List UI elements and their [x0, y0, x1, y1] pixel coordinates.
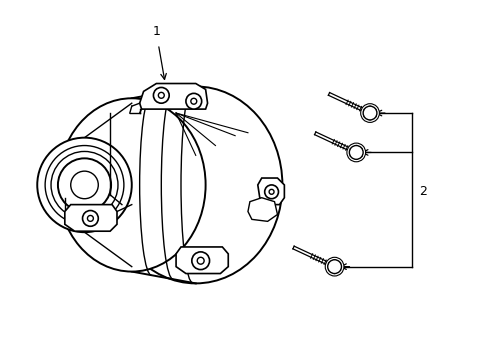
Polygon shape — [349, 145, 362, 159]
Circle shape — [325, 257, 343, 276]
Text: 2: 2 — [418, 185, 426, 198]
Circle shape — [197, 257, 203, 264]
Polygon shape — [176, 247, 228, 274]
Circle shape — [153, 87, 169, 103]
Circle shape — [37, 138, 131, 232]
Circle shape — [191, 252, 209, 270]
Circle shape — [58, 158, 111, 212]
Polygon shape — [140, 84, 207, 109]
Circle shape — [82, 211, 98, 226]
Circle shape — [51, 152, 118, 219]
Circle shape — [363, 106, 376, 120]
Text: 1: 1 — [152, 25, 160, 38]
Circle shape — [360, 104, 379, 122]
Polygon shape — [328, 260, 340, 274]
Polygon shape — [257, 178, 284, 204]
Circle shape — [190, 98, 196, 104]
Polygon shape — [65, 204, 117, 231]
Circle shape — [346, 143, 365, 162]
Circle shape — [348, 145, 363, 159]
Circle shape — [158, 93, 164, 98]
Circle shape — [185, 93, 201, 109]
Circle shape — [327, 260, 341, 274]
Ellipse shape — [109, 86, 282, 283]
Polygon shape — [247, 198, 277, 221]
Polygon shape — [364, 106, 375, 120]
Circle shape — [87, 215, 93, 221]
Ellipse shape — [58, 98, 205, 271]
Circle shape — [264, 185, 278, 199]
Circle shape — [71, 171, 98, 199]
Circle shape — [45, 145, 123, 224]
Circle shape — [268, 189, 273, 194]
